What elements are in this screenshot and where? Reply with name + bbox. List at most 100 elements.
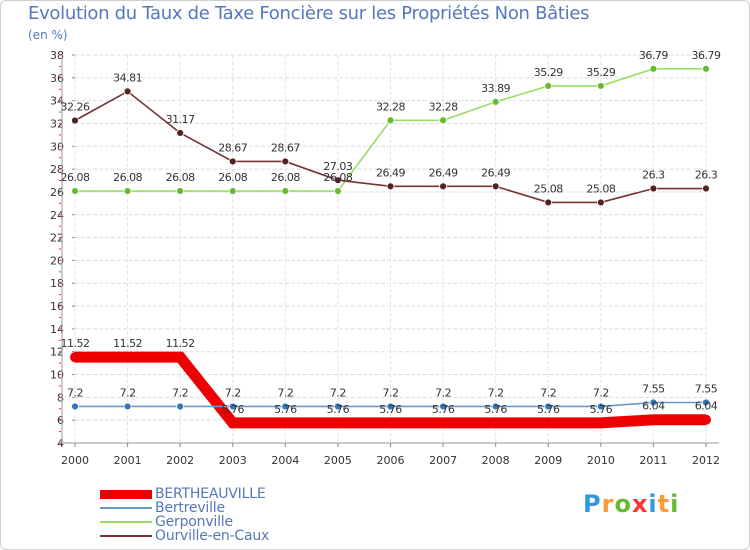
data-label-gerponville: 26.08 bbox=[218, 171, 247, 184]
data-point-ourville-en-caux bbox=[544, 198, 553, 207]
data-label-bertheauville: 5.76 bbox=[590, 403, 613, 416]
proxiti-logo: Proxiti bbox=[583, 490, 679, 518]
data-point-gerponville bbox=[439, 116, 447, 125]
y-tick-label: 38 bbox=[50, 49, 64, 62]
data-label-bertheauville: 5.76 bbox=[484, 403, 507, 416]
data-point-ourville-en-caux bbox=[702, 184, 710, 193]
legend-swatch bbox=[100, 535, 152, 537]
data-label-gerponville: 26.08 bbox=[271, 171, 300, 184]
legend-label: Gerponville bbox=[155, 514, 233, 530]
data-label-bertheauville: 11.52 bbox=[113, 337, 142, 350]
data-label-bertheauville: 6.04 bbox=[642, 400, 665, 413]
data-point-ourville-en-caux bbox=[439, 182, 447, 191]
y-tick-label: 30 bbox=[50, 140, 64, 153]
data-label-gerponville: 35.29 bbox=[534, 66, 563, 79]
data-label-bertheauville: 11.52 bbox=[166, 337, 195, 350]
data-point-bertheauville bbox=[595, 417, 606, 428]
data-point-ourville-en-caux bbox=[386, 182, 395, 191]
data-label-gerponville: 33.89 bbox=[481, 82, 510, 95]
x-tick-label: 2005 bbox=[324, 454, 352, 467]
data-label-bertreville: 7.55 bbox=[642, 382, 665, 395]
x-tick-label: 2003 bbox=[219, 454, 247, 467]
y-tick-label: 22 bbox=[50, 232, 64, 245]
y-tick-label: 16 bbox=[50, 300, 64, 313]
data-label-bertreville: 7.2 bbox=[172, 386, 188, 399]
y-tick-label: 36 bbox=[50, 72, 64, 85]
data-label-bertreville: 7.2 bbox=[593, 386, 609, 399]
data-label-bertreville: 7.2 bbox=[540, 386, 556, 399]
data-point-bertreville bbox=[491, 402, 500, 411]
data-point-gerponville bbox=[123, 187, 132, 195]
data-point-ourville-en-caux bbox=[281, 157, 290, 166]
data-label-gerponville: 26.08 bbox=[113, 171, 142, 184]
data-label-ourville-en-caux: 34.81 bbox=[113, 71, 142, 84]
data-label-ourville-en-caux: 26.49 bbox=[481, 166, 510, 179]
data-point-gerponville bbox=[281, 187, 290, 195]
y-tick-label: 18 bbox=[50, 277, 64, 290]
y-tick-label: 14 bbox=[50, 323, 64, 336]
data-point-ourville-en-caux bbox=[71, 116, 79, 125]
x-tick-label: 2008 bbox=[482, 454, 510, 467]
data-point-bertheauville bbox=[438, 417, 449, 428]
data-point-gerponville bbox=[491, 98, 500, 106]
data-point-gerponville bbox=[228, 187, 237, 195]
data-point-ourville-en-caux bbox=[123, 87, 132, 96]
data-label-bertreville: 7.2 bbox=[435, 386, 451, 399]
data-point-gerponville bbox=[702, 64, 710, 73]
logo-letter: x bbox=[631, 490, 649, 518]
legend-label: Bertreville bbox=[155, 500, 225, 516]
data-label-ourville-en-caux: 25.08 bbox=[534, 182, 563, 195]
data-point-gerponville bbox=[176, 187, 185, 195]
data-point-bertheauville bbox=[648, 414, 659, 425]
data-label-ourville-en-caux: 26.3 bbox=[695, 169, 718, 182]
data-point-bertheauville bbox=[701, 414, 711, 425]
logo-letter: i bbox=[670, 490, 680, 518]
logo-letter: t bbox=[657, 490, 671, 518]
data-point-gerponville bbox=[71, 187, 79, 195]
data-label-ourville-en-caux: 31.17 bbox=[166, 113, 195, 126]
data-point-gerponville bbox=[544, 82, 553, 90]
data-point-bertheauville bbox=[280, 417, 291, 428]
legend-label: BERTHEAUVILLE bbox=[155, 486, 266, 502]
data-point-bertreville bbox=[702, 398, 710, 407]
logo-letter: r bbox=[601, 490, 615, 518]
legend-label: Ourville-en-Caux bbox=[155, 528, 270, 544]
data-point-bertheauville bbox=[70, 352, 80, 363]
data-point-ourville-en-caux bbox=[176, 129, 185, 137]
data-label-bertheauville: 5.76 bbox=[222, 403, 245, 416]
y-tick-label: 10 bbox=[50, 369, 64, 382]
data-label-gerponville: 36.79 bbox=[692, 49, 721, 62]
data-label-gerponville: 26.08 bbox=[166, 171, 195, 184]
data-label-gerponville: 26.08 bbox=[61, 171, 90, 184]
data-point-gerponville bbox=[334, 187, 342, 195]
y-tick-label: 24 bbox=[50, 209, 64, 222]
data-point-ourville-en-caux bbox=[334, 176, 342, 185]
data-label-ourville-en-caux: 28.67 bbox=[218, 141, 247, 154]
data-label-ourville-en-caux: 26.49 bbox=[429, 166, 458, 179]
data-point-bertheauville bbox=[385, 417, 396, 428]
data-label-ourville-en-caux: 26.3 bbox=[642, 169, 665, 182]
data-label-ourville-en-caux: 32.26 bbox=[61, 101, 90, 114]
y-tick-label: 28 bbox=[50, 163, 64, 176]
data-label-bertreville: 7.2 bbox=[330, 386, 346, 399]
data-point-ourville-en-caux bbox=[649, 184, 658, 193]
logo-letter: P bbox=[583, 490, 602, 518]
data-point-bertreville bbox=[281, 402, 290, 411]
data-label-ourville-en-caux: 27.03 bbox=[323, 160, 352, 173]
y-axis-unit-label: (en %) bbox=[28, 28, 68, 42]
data-point-bertreville bbox=[649, 398, 658, 407]
data-point-bertreville bbox=[176, 402, 185, 411]
data-label-bertheauville: 6.04 bbox=[695, 400, 718, 413]
data-label-gerponville: 32.28 bbox=[429, 100, 458, 113]
data-label-gerponville: 32.28 bbox=[376, 100, 405, 113]
data-point-bertreville bbox=[544, 402, 553, 411]
data-label-bertreville: 7.2 bbox=[488, 386, 504, 399]
y-tick-label: 26 bbox=[50, 186, 64, 199]
x-tick-label: 2011 bbox=[639, 454, 667, 467]
data-point-bertheauville bbox=[332, 417, 343, 428]
x-tick-label: 2004 bbox=[271, 454, 299, 467]
data-point-bertreville bbox=[334, 402, 342, 411]
legend-swatch bbox=[100, 507, 152, 509]
data-point-bertreville bbox=[439, 402, 447, 411]
